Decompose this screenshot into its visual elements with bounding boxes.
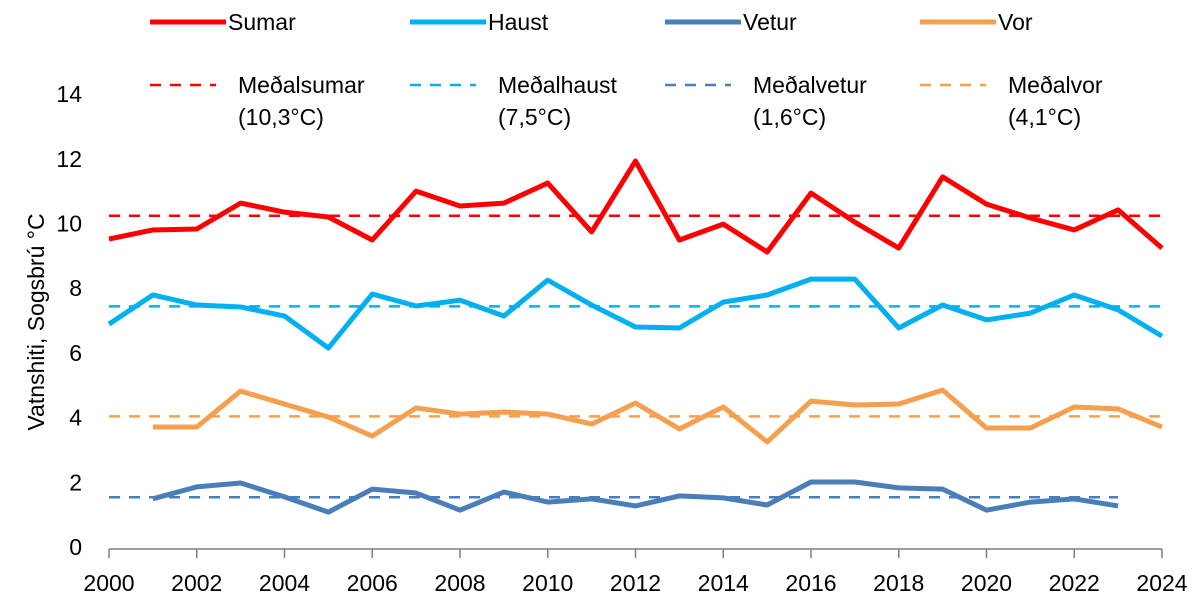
x-tick-label: 2002: [171, 570, 222, 596]
series-line: [107, 276, 1164, 351]
legend-item: Meðalhaust (7,5°C): [410, 69, 663, 133]
legend-item: Vor: [920, 6, 1163, 38]
y-tick-label: 8: [69, 275, 82, 301]
legend-swatch: [410, 83, 476, 87]
legend-label: Meðalhaust (7,5°C): [498, 72, 617, 130]
series-line: [108, 158, 1164, 255]
y-axis-label: Vatnshiti, Sogsbrú °C: [23, 213, 49, 430]
legend-swatch: [920, 83, 986, 87]
legend-swatch: [150, 83, 216, 87]
legend-label: Meðalsumar (10,3°C): [238, 72, 365, 130]
legend-item: Meðalvetur (1,6°C): [665, 69, 918, 133]
x-tick-label: 2006: [347, 570, 398, 596]
x-tick-label: 2012: [610, 570, 661, 596]
legend-swatch: [665, 19, 741, 25]
legend-label: Meðalvetur (1,6°C): [753, 72, 867, 130]
y-tick-label: 10: [56, 211, 82, 237]
legend-swatch: [920, 19, 996, 25]
x-tick-label: 2008: [434, 570, 485, 596]
x-tick-label: 2000: [83, 570, 134, 596]
legend-label: Sumar: [228, 9, 296, 35]
legend-label: Vetur: [743, 9, 797, 35]
x-tick-label: 2018: [873, 570, 924, 596]
legend-item: Meðalvor (4,1°C): [920, 69, 1173, 133]
x-tick-label: 2022: [1049, 570, 1100, 596]
y-tick-label: 14: [56, 81, 82, 107]
y-tick-label: 12: [56, 146, 82, 172]
x-tick-label: 2014: [698, 570, 749, 596]
legend-swatch: [150, 19, 226, 25]
x-tick-label: 2016: [785, 570, 836, 596]
legend-label: Vor: [998, 9, 1033, 35]
x-tick-label: 2024: [1136, 570, 1187, 596]
legend-swatch: [410, 19, 486, 25]
y-tick-label: 6: [69, 340, 82, 366]
legend-swatch: [665, 83, 731, 87]
x-tick-label: 2010: [522, 570, 573, 596]
y-tick-label: 2: [69, 469, 82, 495]
legend-item: Haust: [410, 6, 653, 38]
y-tick-label: 0: [69, 534, 82, 560]
legend-label: Meðalvor (4,1°C): [1008, 72, 1103, 130]
y-tick-label: 4: [69, 405, 82, 431]
legend-item: Vetur: [665, 6, 908, 38]
x-tick-label: 2020: [961, 570, 1012, 596]
legend-item: Sumar: [150, 6, 393, 38]
legend-label: Haust: [488, 9, 549, 35]
x-tick-label: 2004: [259, 570, 310, 596]
legend-item: Meðalsumar (10,3°C): [150, 69, 403, 133]
